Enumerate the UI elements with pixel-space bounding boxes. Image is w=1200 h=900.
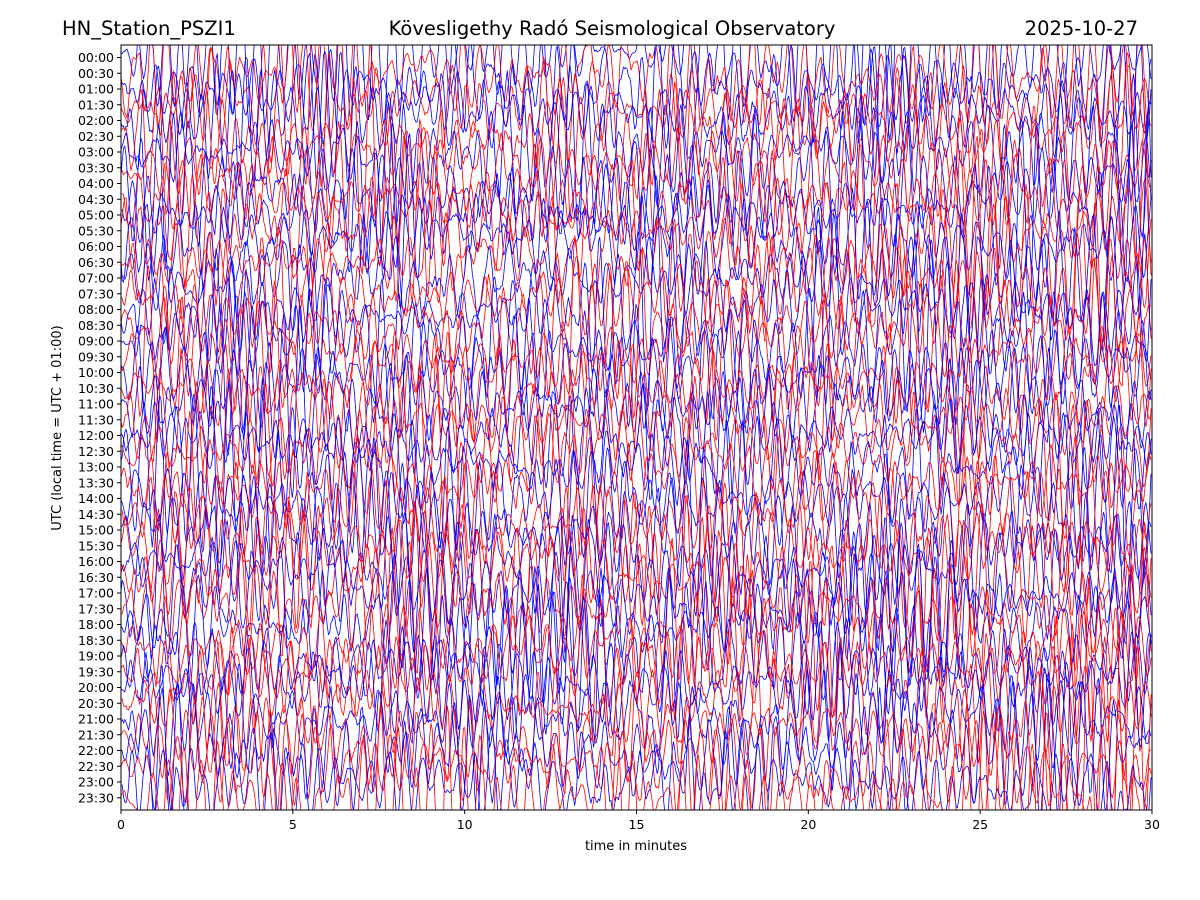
y-tick-label: 17:30 (78, 601, 114, 616)
seismic-trace (121, 235, 1152, 430)
seismic-trace (121, 175, 1152, 411)
y-tick-label: 09:00 (78, 334, 114, 349)
y-tick-label: 11:30 (78, 412, 114, 427)
seismic-trace (121, 45, 1152, 187)
y-tick-label: 07:00 (78, 271, 114, 286)
y-tick-label: 13:00 (78, 460, 114, 475)
y-tick-label: 08:00 (78, 302, 114, 317)
y-tick-label: 21:30 (78, 727, 114, 742)
y-tick-label: 22:30 (78, 759, 114, 774)
y-tick-label: 13:30 (78, 475, 114, 490)
y-tick-label: 10:30 (78, 381, 114, 396)
y-tick-label: 14:30 (78, 507, 114, 522)
chart-date: 2025-10-27 (1025, 17, 1138, 40)
y-tick-label: 10:00 (78, 365, 114, 380)
x-tick-label: 5 (289, 817, 297, 832)
x-tick-label: 20 (800, 817, 816, 832)
x-tick-label: 0 (117, 817, 125, 832)
y-tick-label: 06:30 (78, 255, 114, 270)
seismic-trace (121, 45, 1152, 139)
station-name: HN_Station_PSZI1 (62, 17, 236, 40)
x-tick-label: 30 (1144, 817, 1160, 832)
y-tick-label: 23:30 (78, 790, 114, 805)
seismic-trace (121, 434, 1152, 586)
y-tick-label: 09:30 (78, 349, 114, 364)
y-tick-label: 11:00 (78, 397, 114, 412)
seismic-trace (121, 539, 1152, 707)
y-tick-label: 15:30 (78, 538, 114, 553)
trace-group (121, 45, 1152, 810)
y-tick-label: 12:00 (78, 428, 114, 443)
seismic-trace (121, 236, 1152, 439)
y-tick-label: 23:00 (78, 775, 114, 790)
seismic-trace (121, 494, 1152, 687)
y-tick-label: 14:00 (78, 491, 114, 506)
seismic-trace (121, 45, 1152, 188)
y-tick-label: 08:30 (78, 318, 114, 333)
observatory-title: Kövesligethy Radó Seismological Observat… (389, 17, 836, 40)
y-tick-label: 20:00 (78, 680, 114, 695)
y-tick-label: 03:30 (78, 160, 114, 175)
y-tick-label: 07:30 (78, 286, 114, 301)
seismic-trace (121, 712, 1152, 810)
seismic-trace (121, 362, 1152, 505)
y-tick-label: 20:30 (78, 696, 114, 711)
y-tick-label: 02:30 (78, 129, 114, 144)
y-axis-label: UTC (local time = UTC + 01:00) (50, 325, 65, 530)
y-tick-label: 06:00 (78, 239, 114, 254)
seismic-trace (121, 119, 1152, 323)
seismic-trace (121, 661, 1152, 810)
seismic-trace (121, 641, 1152, 791)
y-tick-label: 16:30 (78, 570, 114, 585)
y-tick-label: 05:30 (78, 223, 114, 238)
seismic-trace (121, 295, 1152, 456)
y-axis: 00:0000:3001:0001:3002:0002:3003:0003:30… (78, 50, 121, 805)
y-tick-label: 03:00 (78, 145, 114, 160)
y-tick-label: 02:00 (78, 113, 114, 128)
y-tick-label: 16:00 (78, 554, 114, 569)
y-tick-label: 22:00 (78, 743, 114, 758)
y-tick-label: 19:30 (78, 664, 114, 679)
x-axis: 0 5 10 15 20 25 30 (117, 810, 1160, 832)
y-tick-label: 18:00 (78, 617, 114, 632)
y-tick-label: 15:00 (78, 523, 114, 538)
y-tick-label: 00:30 (78, 66, 114, 81)
seismic-trace (121, 45, 1152, 275)
y-tick-label: 17:00 (78, 586, 114, 601)
seismic-trace (121, 222, 1152, 377)
y-tick-label: 00:00 (78, 50, 114, 65)
y-tick-label: 04:30 (78, 192, 114, 207)
x-tick-label: 10 (457, 817, 473, 832)
y-tick-label: 01:30 (78, 97, 114, 112)
y-tick-label: 12:30 (78, 444, 114, 459)
y-tick-label: 04:00 (78, 176, 114, 191)
y-tick-label: 05:00 (78, 208, 114, 223)
seismic-trace (121, 405, 1152, 601)
seismic-trace (121, 356, 1152, 543)
seismic-trace (121, 439, 1152, 617)
x-tick-label: 15 (629, 817, 645, 832)
seismic-trace (121, 491, 1152, 654)
x-tick-label: 25 (972, 817, 988, 832)
seismic-trace (121, 52, 1152, 223)
y-tick-label: 18:30 (78, 633, 114, 648)
seismic-trace (121, 699, 1152, 810)
y-tick-label: 19:00 (78, 649, 114, 664)
seismic-trace (121, 567, 1152, 748)
seismic-trace (121, 493, 1152, 658)
y-tick-label: 01:00 (78, 82, 114, 97)
seismic-trace (121, 183, 1152, 354)
y-tick-label: 21:00 (78, 712, 114, 727)
x-axis-label: time in minutes (585, 839, 687, 854)
